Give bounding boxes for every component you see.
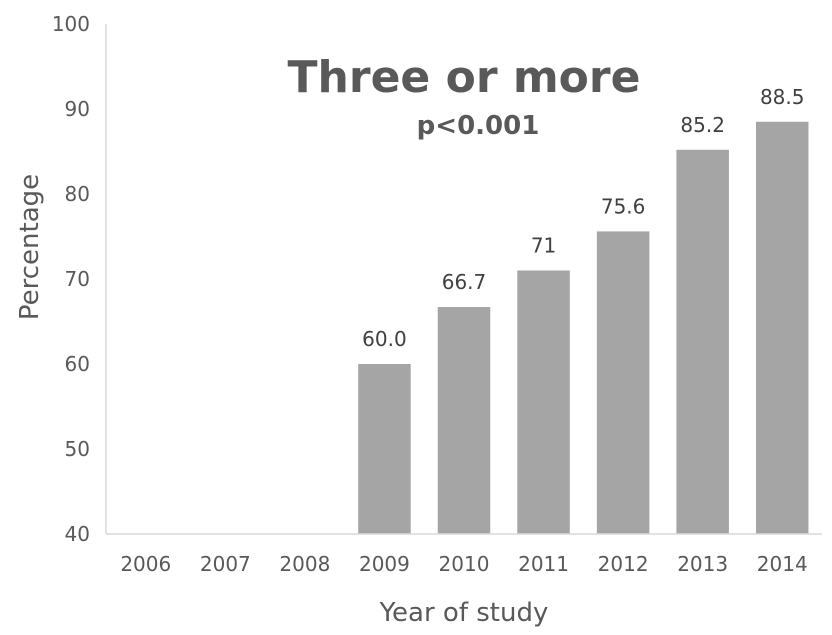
x-tick-label: 2009 [359,552,410,576]
data-label: 66.7 [442,270,487,294]
x-axis-title: Year of study [379,598,549,628]
bar [517,270,570,534]
bar [358,364,411,534]
data-label: 60.0 [362,327,407,351]
x-tick-label: 2010 [439,552,490,576]
x-tick-label: 2008 [279,552,330,576]
y-tick-label: 40 [65,522,90,546]
y-tick-label: 90 [65,97,90,121]
y-tick-label: 50 [65,437,90,461]
y-tick-label: 60 [65,352,90,376]
bar [437,307,491,534]
x-tick-label: 2011 [518,552,569,576]
x-tick-label: 2007 [200,552,251,576]
data-labels: 60.0 66.7 71 75.6 85.2 88.5 [362,85,804,351]
y-axis: 40 50 60 70 80 90 100 [52,12,107,546]
x-tick-label: 2012 [598,552,649,576]
y-tick-label: 100 [52,12,90,36]
y-axis-title: Percentage [15,174,45,320]
x-tick-label: 2014 [757,552,808,576]
y-tick-label: 70 [65,267,90,291]
bar [596,231,650,534]
x-tick-label: 2006 [120,552,171,576]
data-label: 71 [531,234,556,258]
chart-title: Three or more [288,52,641,103]
bar [676,149,729,535]
chart-subtitle: p<0.001 [417,111,540,141]
data-label: 85.2 [680,113,725,137]
bar [755,121,809,534]
x-axis: 2006 2007 2008 2009 2010 2011 2012 2013 2014 [106,533,822,576]
x-tick-label: 2013 [677,552,728,576]
bars [358,121,809,535]
data-label: 75.6 [601,194,646,218]
data-label: 88.5 [760,85,805,109]
y-tick-label: 80 [65,182,90,206]
